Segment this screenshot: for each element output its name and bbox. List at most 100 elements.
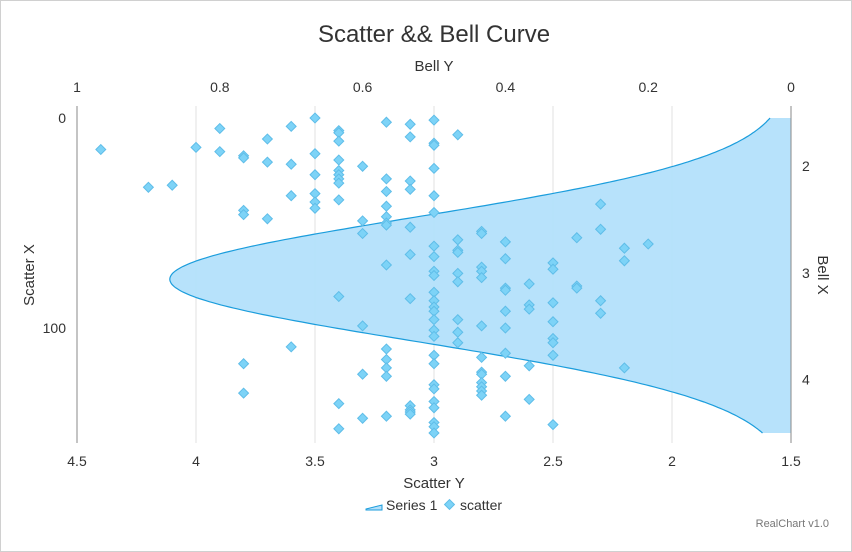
- scatter-point: [452, 313, 464, 326]
- scatter-point: [380, 116, 393, 128]
- scatter-point: [475, 351, 488, 364]
- legend-item-series1[interactable]: Series 1: [365, 497, 438, 513]
- scatter-point: [452, 267, 464, 280]
- scatter-point: [142, 181, 155, 193]
- scatter-point: [428, 427, 440, 439]
- scatter-point: [214, 122, 226, 135]
- scatter-point: [428, 324, 440, 336]
- scatter-point: [428, 286, 440, 298]
- scatter-point: [380, 219, 393, 231]
- scatter-point: [404, 118, 416, 130]
- scatter-point: [214, 145, 226, 158]
- scatter-point: [404, 175, 416, 187]
- x2-tick-label: 0.2: [638, 79, 658, 95]
- scatter-point: [380, 259, 393, 271]
- scatter-point: [452, 276, 464, 288]
- scatter-point: [428, 349, 440, 361]
- scatter-point: [380, 410, 393, 422]
- legend-diamond-swatch: [443, 498, 456, 511]
- scatter-point: [499, 305, 512, 317]
- scatter-point: [571, 282, 583, 294]
- scatter-point: [475, 227, 488, 240]
- scatter-point: [428, 305, 440, 317]
- scatter-point: [356, 160, 369, 172]
- scatter-point: [499, 284, 512, 296]
- scatter-point: [547, 263, 559, 275]
- scatter-point: [333, 194, 345, 206]
- scatter-point: [166, 179, 178, 191]
- scatter-point: [475, 320, 488, 332]
- x2-axis-title: Bell Y: [415, 58, 454, 75]
- x-tick-label: 2: [668, 453, 676, 469]
- scatter-point: [404, 221, 416, 233]
- scatter-point: [261, 213, 274, 225]
- chart-title: Scatter && Bell Curve: [318, 21, 550, 48]
- scatter-point: [380, 185, 393, 198]
- y2-tick-label: 2: [802, 158, 810, 174]
- scatter-point: [499, 253, 512, 265]
- scatter-point: [428, 383, 440, 395]
- scatter-point: [356, 215, 369, 227]
- scatter-point: [285, 190, 297, 202]
- scatter-point: [452, 326, 464, 338]
- legend-item-scatter[interactable]: scatter: [443, 497, 503, 513]
- scatter-point: [642, 238, 654, 250]
- scatter-point: [499, 236, 512, 248]
- scatter-point: [428, 240, 440, 252]
- scatter-point: [380, 200, 393, 212]
- scatter-point: [452, 234, 464, 246]
- scatter-point: [190, 141, 202, 154]
- y2-tick-label: 4: [802, 372, 810, 388]
- scatter-point: [333, 154, 345, 166]
- scatter-point: [594, 307, 607, 319]
- legend-label-series1: Series 1: [386, 497, 438, 513]
- scatter-point: [428, 421, 440, 433]
- scatter-point: [499, 347, 512, 359]
- scatter-point: [428, 358, 440, 370]
- scatter-point: [475, 271, 488, 284]
- x2-tick-label: 0: [787, 79, 795, 95]
- scatter-point: [547, 337, 559, 349]
- scatter-point: [237, 358, 250, 370]
- scatter-point: [571, 232, 583, 244]
- x-tick-label: 3: [430, 453, 438, 469]
- scatter-point: [404, 408, 416, 420]
- scatter-point: [523, 303, 535, 315]
- x-axis-title: Scatter Y: [403, 475, 464, 492]
- scatter-point: [428, 402, 440, 414]
- scatter-point: [547, 297, 559, 309]
- scatter-point: [428, 190, 440, 202]
- scatter-point: [499, 322, 512, 334]
- scatter-point: [428, 114, 440, 126]
- legend[interactable]: Series 1 scatter: [365, 497, 503, 513]
- scatter-point: [618, 255, 631, 267]
- scatter-point: [285, 120, 297, 133]
- legend-area-swatch: [365, 504, 383, 511]
- scatter-point: [95, 143, 107, 156]
- scatter-point: [428, 395, 440, 408]
- axes: [76, 106, 792, 443]
- scatter-point: [523, 278, 535, 290]
- scatter-point: [356, 227, 369, 240]
- scatter-point: [333, 127, 345, 139]
- scatter-point: [309, 202, 321, 214]
- y-axis-title: Scatter X: [21, 244, 38, 306]
- scatter-point: [547, 418, 559, 431]
- scatter-point: [452, 337, 464, 349]
- y-tick-label: 100: [43, 320, 67, 336]
- x-tick-label: 4.5: [67, 453, 87, 469]
- scatter-point: [356, 368, 369, 380]
- scatter-point: [404, 131, 416, 143]
- scatter-point: [594, 295, 607, 307]
- scatter-point: [285, 341, 297, 353]
- scatter-point: [499, 370, 512, 382]
- scatter-point: [594, 223, 607, 235]
- y2-axis-title: Bell X: [814, 255, 831, 294]
- y2-tick-label: 3: [802, 265, 810, 281]
- tick-labels: 4.5 4 3.5 3 2.5 2 1.5 1 0.8 0.6 0.4 0.2 0 0 100 2 3 4: [43, 79, 810, 469]
- scatter-point: [618, 362, 631, 374]
- scatter-point: [309, 148, 321, 160]
- scatter-point: [309, 112, 321, 124]
- x2-tick-label: 0.4: [496, 79, 516, 95]
- legend-label-scatter: scatter: [460, 497, 502, 513]
